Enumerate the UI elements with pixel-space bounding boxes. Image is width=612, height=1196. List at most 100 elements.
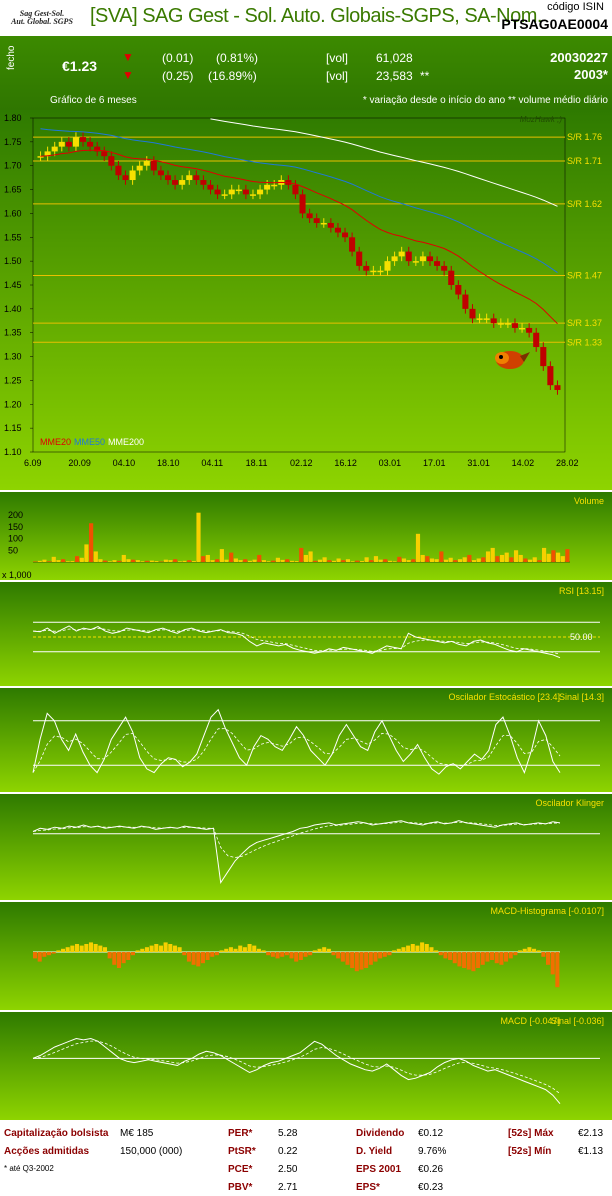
indicator-line — [32, 708, 561, 775]
volume-y-tick: 150 — [8, 522, 23, 532]
histogram-bar — [37, 952, 42, 962]
histogram-bar — [499, 952, 504, 965]
histogram-bar — [88, 942, 94, 952]
volume-bar — [495, 556, 500, 562]
fundamentals-note: * até Q3-2002 — [4, 1164, 54, 1173]
volume-bar — [434, 559, 439, 562]
price-y-tick: 1.50 — [4, 256, 22, 266]
histogram-bar — [392, 950, 397, 952]
candle-body — [533, 332, 540, 348]
volume-bar — [303, 554, 309, 562]
histogram-bar — [84, 944, 89, 952]
candle-body — [65, 141, 72, 147]
volume-bar — [401, 558, 407, 562]
candle-body — [441, 265, 448, 271]
price-y-tick: 1.80 — [4, 113, 22, 123]
histogram-bar — [546, 952, 551, 965]
price-y-tick: 1.65 — [4, 185, 22, 195]
candle-body — [51, 146, 58, 152]
indicator-signal-line — [32, 1040, 561, 1095]
candle-body — [398, 251, 405, 257]
histogram-bar — [182, 952, 187, 956]
volume-bar — [532, 557, 537, 562]
indicator-panel-bg — [0, 1012, 612, 1120]
volume-bar — [98, 559, 103, 562]
candle-body — [497, 323, 504, 325]
histogram-bar — [382, 952, 387, 957]
volume-bar — [490, 547, 495, 562]
histogram-bar — [289, 952, 294, 959]
candle-body — [341, 232, 349, 238]
histogram-bar — [135, 950, 140, 952]
histogram-bar — [256, 948, 261, 952]
pct-day: (0.81%) — [216, 51, 259, 65]
market-cap-value: M€ 185 — [120, 1128, 154, 1139]
candle-body — [363, 265, 370, 271]
histogram-bar — [284, 952, 289, 956]
indicator-panel-bg — [0, 582, 612, 686]
candle-body — [526, 327, 533, 333]
histogram-bar — [434, 950, 439, 952]
candle-body — [172, 180, 179, 185]
volume-bar — [75, 556, 80, 562]
indicator-signal-line — [32, 627, 561, 655]
histogram-bar — [326, 948, 331, 952]
min52-label: [52s] Mín — [508, 1146, 552, 1157]
shares-value: 150,000 (000) — [120, 1146, 183, 1157]
shares-label: Acções admitidas — [4, 1146, 90, 1157]
dividend-value: €0.12 — [418, 1128, 444, 1139]
candle-body — [434, 261, 441, 266]
histogram-bar — [60, 948, 66, 952]
per-value: 5.28 — [278, 1128, 298, 1139]
candle-body — [334, 227, 341, 233]
candle-body — [115, 165, 122, 176]
volume-bar — [565, 549, 570, 562]
histogram-bar — [298, 952, 303, 960]
volume-bar — [322, 557, 327, 562]
volume-bar — [266, 561, 271, 562]
candle-body — [44, 151, 51, 157]
histogram-bar — [518, 950, 523, 952]
histogram-bar — [336, 952, 341, 959]
price-x-tick: 14.02 — [512, 458, 535, 468]
mme200-line — [210, 118, 558, 207]
histogram-bar — [93, 944, 98, 952]
price-y-tick: 1.40 — [4, 304, 22, 314]
volume-y-tick: 100 — [8, 534, 23, 544]
pbv-label: PBV* — [228, 1182, 253, 1193]
histogram-bar — [294, 952, 299, 962]
close-label: fecho — [6, 45, 17, 70]
dyield-label: D. Yield — [356, 1146, 393, 1157]
volume-bar — [145, 560, 150, 562]
volume-bar — [369, 560, 374, 562]
histogram-bar — [527, 947, 532, 952]
charts-area: 1.80 1.75 1.70 1.65 1.60 1.55 1.50 1.45 1.40 1.35… — [0, 110, 612, 1120]
sr-label: S/R 1.62 — [567, 199, 602, 209]
histogram-bar — [228, 947, 233, 952]
candle-body — [377, 270, 384, 273]
candle-body — [540, 347, 547, 367]
volume-bar — [294, 561, 299, 562]
volume-bar — [462, 557, 467, 562]
candle-body — [476, 318, 483, 320]
price-y-tick: 1.15 — [4, 423, 22, 433]
volume-bar — [429, 558, 435, 562]
histogram-bar — [532, 948, 537, 952]
volume-bar — [280, 559, 285, 562]
volume-bar — [457, 559, 463, 562]
candle-body — [469, 308, 476, 319]
histogram-bar — [410, 944, 415, 952]
eps2001-value: €0.26 — [418, 1164, 444, 1175]
volume-bar — [285, 559, 290, 562]
candle-body — [356, 251, 363, 266]
candle-body — [519, 327, 526, 330]
candle-body — [207, 184, 214, 190]
price-x-tick: 04.10 — [113, 458, 136, 468]
histogram-bar — [406, 945, 411, 952]
vol-label: [vol] — [326, 51, 349, 65]
candle-body — [349, 237, 356, 252]
indicator-panel-bg — [0, 492, 612, 580]
histogram-bar — [378, 952, 383, 959]
down-arrow-icon: ▼ — [122, 68, 134, 82]
price-x-tick: 20.09 — [68, 458, 91, 468]
